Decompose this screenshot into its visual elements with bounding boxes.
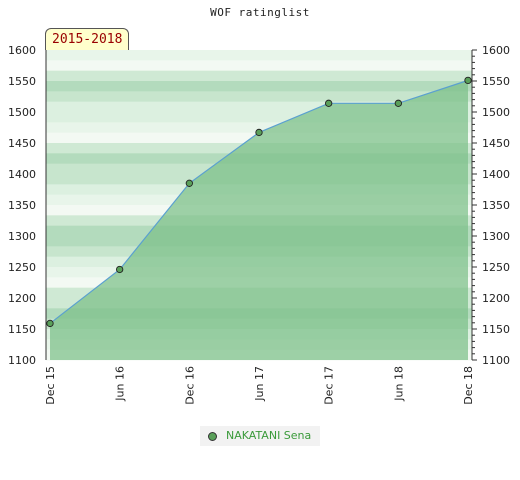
legend-marker-icon — [208, 432, 217, 441]
y-tick-label-right: 1200 — [482, 292, 510, 305]
y-tick-label-right: 1250 — [482, 261, 510, 274]
background-band — [46, 81, 472, 92]
period-badge: 2015-2018 — [45, 28, 130, 50]
y-tick-label-right: 1500 — [482, 106, 510, 119]
chart-title: WOF ratinglist — [210, 6, 310, 19]
y-tick-label-left: 1550 — [8, 75, 36, 88]
x-tick-label: Dec 17 — [323, 366, 336, 405]
y-tick-label-left: 1450 — [8, 137, 36, 150]
legend-label: NAKATANI Sena — [226, 429, 312, 442]
background-band — [46, 112, 472, 123]
y-tick-label-right: 1300 — [482, 230, 510, 243]
background-band — [46, 50, 472, 61]
data-point — [116, 265, 124, 274]
y-tick-label-right: 1100 — [482, 354, 510, 367]
y-tick-label-right: 1450 — [482, 137, 510, 150]
y-tick-label-left: 1600 — [8, 44, 36, 57]
data-point — [394, 99, 402, 107]
background-band — [46, 70, 472, 82]
x-tick-label: Dec 18 — [462, 366, 475, 405]
y-tick-label-right: 1400 — [482, 168, 510, 181]
data-markers — [46, 76, 472, 328]
y-tick-label-left: 1150 — [8, 323, 36, 336]
data-point — [464, 76, 472, 85]
y-tick-label-right: 1550 — [482, 75, 510, 88]
background-band — [46, 91, 472, 103]
y-tick-labels-right: 1100 1150 1200 1250 1300 1350 1400 1450 1500 1550… — [482, 44, 510, 367]
x-tick-label: Jun 16 — [114, 366, 127, 402]
x-tick-label: Dec 16 — [183, 366, 196, 405]
background-band — [46, 60, 472, 72]
y-tick-label-left: 1250 — [8, 261, 36, 274]
axes — [45, 49, 477, 361]
x-tick-labels: Dec 15 Jun 16 Dec 16 Jun 17 Dec 17 Jun 18 Dec … — [44, 366, 475, 405]
y-tick-label-left: 1350 — [8, 199, 36, 212]
y-tick-label-left: 1400 — [8, 168, 36, 181]
data-point — [255, 128, 263, 137]
x-tick-label: Jun 18 — [392, 366, 405, 402]
y-tick-label-left: 1100 — [8, 354, 36, 367]
y-tick-label-right: 1350 — [482, 199, 510, 212]
y-tick-label-left: 1500 — [8, 106, 36, 119]
y-tick-label-left: 1300 — [8, 230, 36, 243]
data-point — [46, 319, 54, 328]
data-point — [325, 99, 333, 107]
x-tick-label: Dec 15 — [44, 366, 57, 405]
y-tick-label-right: 1150 — [482, 323, 510, 336]
series-area — [50, 80, 468, 360]
y-tick-label-left: 1200 — [8, 292, 36, 305]
y-tick-labels-left: 1100 1150 1200 1250 1300 1350 1400 1450 1500 1550… — [8, 44, 36, 367]
x-tick-label: Jun 17 — [253, 366, 266, 402]
background-band — [46, 101, 472, 113]
y-tick-label-right: 1600 — [482, 44, 510, 57]
data-point — [185, 179, 193, 187]
background-band — [46, 122, 472, 134]
legend[interactable]: NAKATANI Sena — [200, 426, 320, 446]
